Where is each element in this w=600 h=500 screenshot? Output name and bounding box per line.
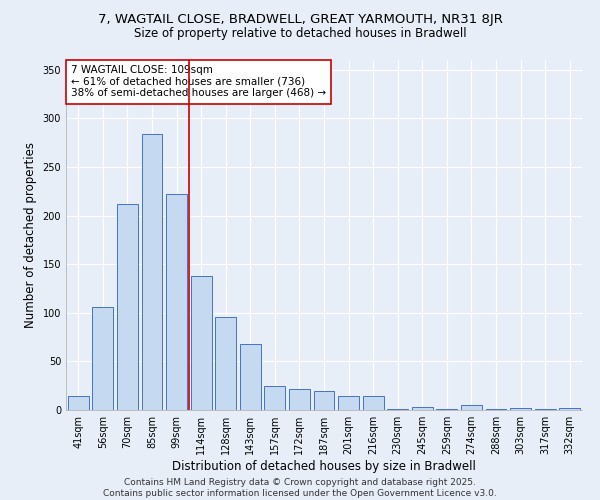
Bar [510, 408, 531, 410]
Bar [338, 396, 359, 410]
Y-axis label: Number of detached properties: Number of detached properties [24, 142, 37, 328]
Text: 7, WAGTAIL CLOSE, BRADWELL, GREAT YARMOUTH, NR31 8JR: 7, WAGTAIL CLOSE, BRADWELL, GREAT YARMOU… [98, 12, 502, 26]
Bar [265, 386, 286, 410]
Bar [240, 344, 261, 410]
Text: Contains HM Land Registry data © Crown copyright and database right 2025.
Contai: Contains HM Land Registry data © Crown c… [103, 478, 497, 498]
Bar [68, 396, 89, 410]
Bar [387, 409, 408, 410]
Bar [92, 307, 113, 410]
Bar [117, 204, 138, 410]
Text: Size of property relative to detached houses in Bradwell: Size of property relative to detached ho… [134, 28, 466, 40]
Text: 7 WAGTAIL CLOSE: 109sqm
← 61% of detached houses are smaller (736)
38% of semi-d: 7 WAGTAIL CLOSE: 109sqm ← 61% of detache… [71, 66, 326, 98]
Bar [535, 409, 556, 410]
Bar [289, 388, 310, 410]
Bar [142, 134, 163, 410]
Bar [362, 396, 383, 410]
Bar [215, 316, 236, 410]
Bar [461, 405, 482, 410]
Bar [436, 409, 457, 410]
Bar [191, 276, 212, 410]
Bar [485, 409, 506, 410]
X-axis label: Distribution of detached houses by size in Bradwell: Distribution of detached houses by size … [172, 460, 476, 473]
Bar [412, 407, 433, 410]
Bar [314, 390, 334, 410]
Bar [559, 408, 580, 410]
Bar [166, 194, 187, 410]
